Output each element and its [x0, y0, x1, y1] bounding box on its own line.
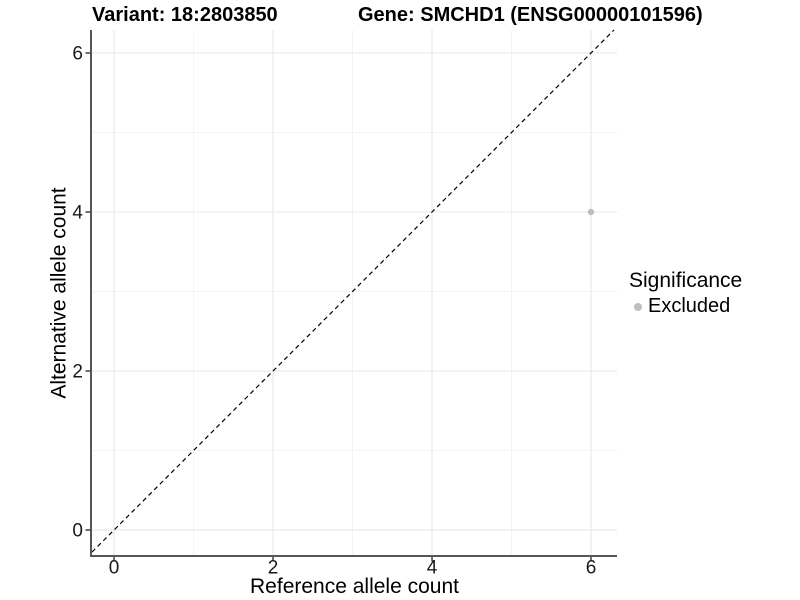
legend-key-dot-icon: [634, 302, 642, 311]
svg-text:4: 4: [72, 202, 83, 223]
svg-text:0: 0: [72, 521, 83, 542]
legend: Significance Excluded: [629, 268, 742, 318]
svg-text:6: 6: [586, 558, 597, 579]
svg-text:4: 4: [427, 558, 438, 579]
legend-entry-label: Excluded: [648, 295, 731, 317]
legend-entry-excluded: Excluded: [629, 295, 742, 318]
legend-title: Significance: [629, 269, 743, 292]
y-axis-title-wrap: Alternative allele count: [46, 30, 74, 555]
svg-text:2: 2: [72, 362, 83, 383]
svg-text:6: 6: [72, 43, 83, 64]
plot-title-gene: Gene: SMCHD1 (ENSG00000101596): [358, 4, 703, 26]
svg-text:2: 2: [268, 558, 279, 579]
svg-text:0: 0: [109, 558, 120, 579]
plot-title-variant: Variant: 18:2803850: [92, 4, 278, 26]
y-axis-title: Alternative allele count: [48, 186, 72, 399]
x-axis-title: Reference allele count: [250, 575, 459, 598]
